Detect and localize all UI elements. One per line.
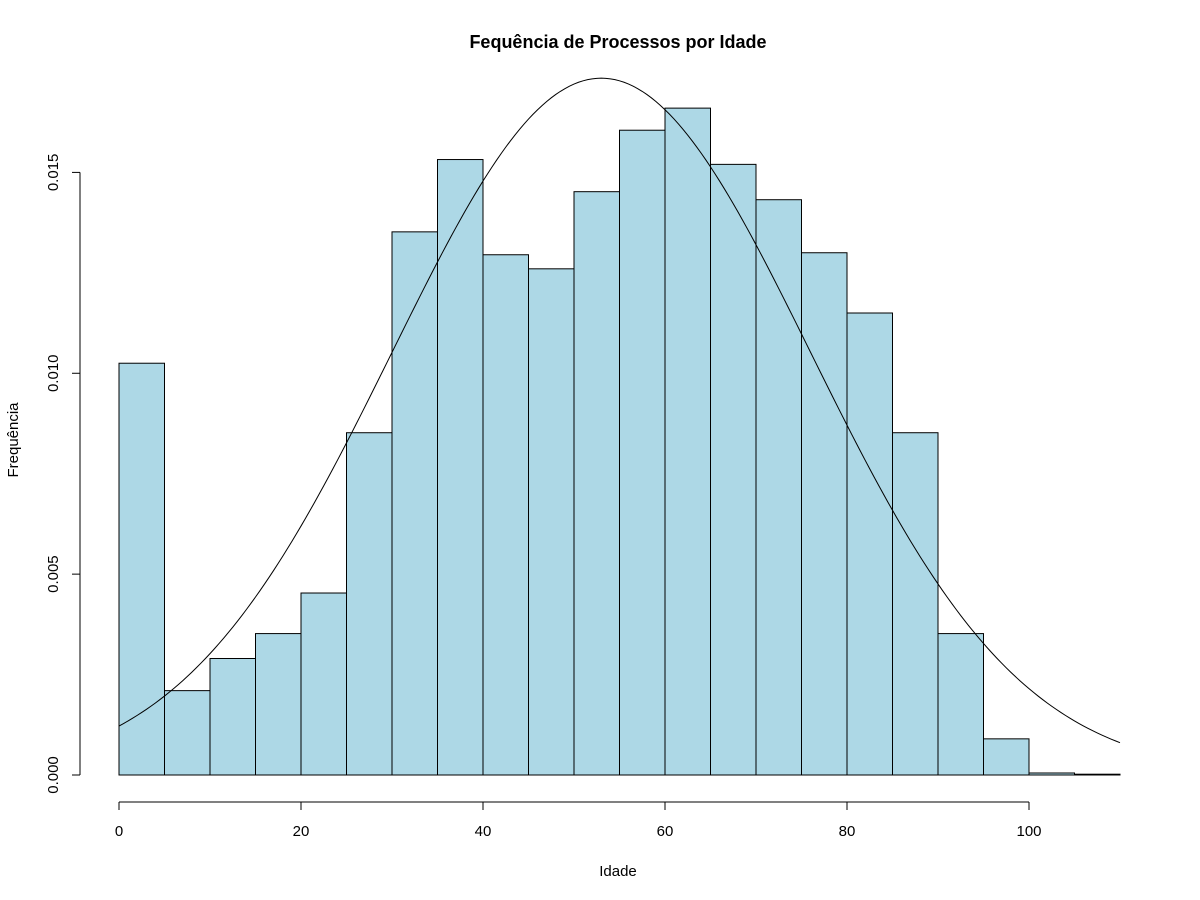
histogram-bar (846, 312, 893, 776)
x-tick-label: 20 (293, 823, 310, 840)
histogram-bar (209, 657, 256, 776)
histogram-bar (755, 199, 802, 776)
y-tick-label: 0.000 (45, 756, 62, 794)
y-axis-label: Frequência (5, 402, 22, 478)
chart-title: Fequência de Processos por Idade (469, 32, 766, 52)
y-tick-label: 0.015 (45, 154, 62, 192)
histogram-bar (346, 432, 393, 776)
histogram-bar (801, 252, 848, 776)
x-tick-label: 60 (657, 823, 674, 840)
x-tick-label: 80 (839, 823, 856, 840)
density-curve (118, 77, 1121, 744)
histogram-bar (1028, 772, 1075, 776)
histogram-bar (482, 254, 529, 776)
histogram-bar (619, 129, 666, 776)
x-axis-label: Idade (599, 863, 637, 880)
histogram-bar (710, 163, 757, 776)
y-tick-label: 0.010 (45, 354, 62, 392)
histogram-bar (664, 107, 711, 776)
bars-layer (118, 107, 1121, 776)
histogram-bar (1074, 773, 1121, 776)
x-tick-label: 100 (1016, 823, 1041, 840)
x-axis: 0 20 40 60 80 100 (115, 801, 1042, 840)
histogram-bar (937, 633, 984, 776)
x-tick-label: 40 (475, 823, 492, 840)
histogram-bar (573, 191, 620, 776)
histogram-bar (528, 268, 575, 776)
histogram-bar (437, 159, 484, 776)
histogram-bar (255, 633, 302, 776)
histogram-bar (118, 362, 165, 776)
y-axis: 0.000 0.005 0.010 0.015 (45, 154, 81, 794)
histogram-bar (164, 690, 211, 776)
y-tick-label: 0.005 (45, 555, 62, 593)
x-tick-label: 0 (115, 823, 123, 840)
histogram-bar (300, 592, 347, 776)
histogram-bar (892, 432, 939, 776)
histogram-bar (391, 231, 438, 776)
histogram-bar (983, 738, 1030, 776)
